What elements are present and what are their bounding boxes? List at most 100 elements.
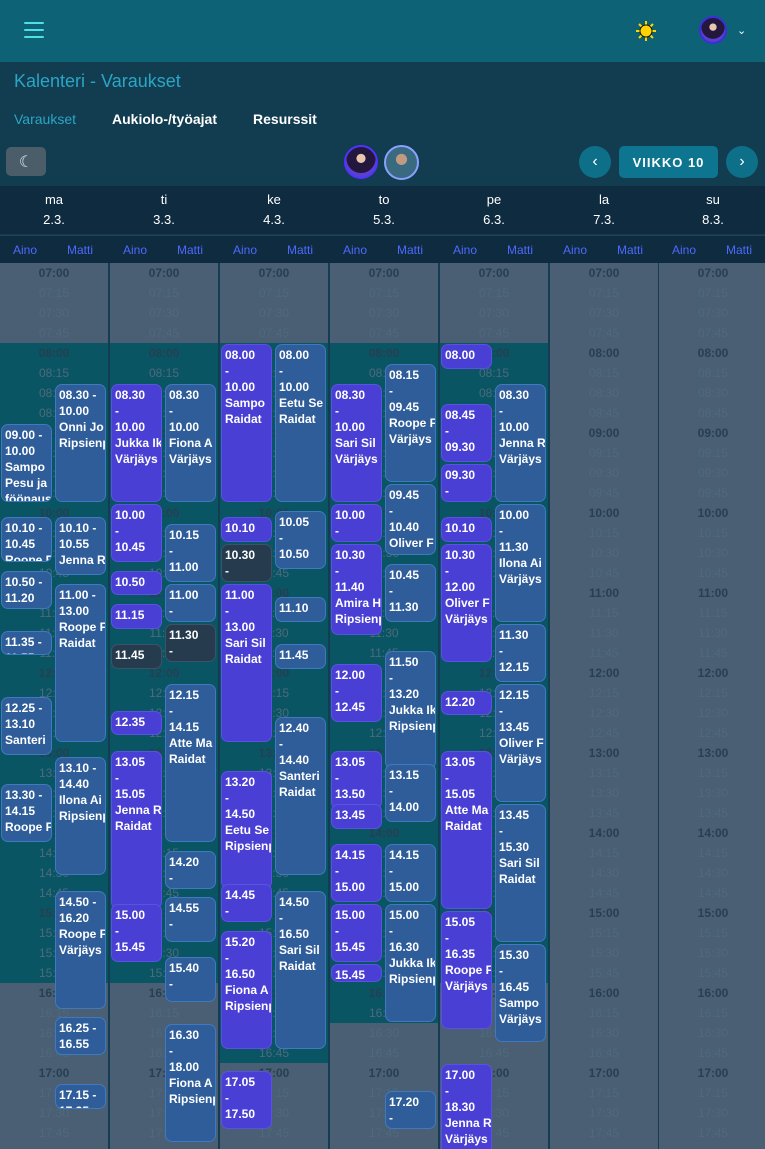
time-slot-label[interactable]: 14:15 bbox=[697, 846, 729, 860]
booking-card[interactable]: 11.00 - bbox=[165, 584, 216, 622]
booking-card[interactable]: 10.30 - bbox=[221, 544, 272, 582]
week-button[interactable]: VIIKKO 10 bbox=[619, 146, 718, 178]
time-slot-label[interactable]: 11:15 bbox=[589, 606, 619, 620]
time-slot-label[interactable]: 08:15 bbox=[478, 366, 510, 380]
time-slot-label[interactable]: 07:15 bbox=[478, 286, 510, 300]
resource-label-aino[interactable]: Aino bbox=[343, 243, 368, 257]
resource-avatar-matti[interactable] bbox=[384, 145, 419, 180]
time-slot-label[interactable]: 11:00 bbox=[588, 586, 620, 600]
booking-card[interactable]: 10.30 - 12.00 Oliver F Värjäys bbox=[441, 544, 492, 662]
time-slot-label[interactable]: 11:15 bbox=[698, 606, 728, 620]
time-slot-label[interactable]: 13:00 bbox=[588, 746, 620, 760]
booking-card[interactable]: 11.15 - bbox=[111, 604, 162, 629]
booking-card[interactable]: 11.10 - bbox=[275, 597, 326, 622]
time-slot-label[interactable]: 07:45 bbox=[478, 326, 510, 340]
time-slot-label[interactable]: 11:00 bbox=[697, 586, 729, 600]
time-slot-label[interactable]: 16:45 bbox=[258, 1046, 290, 1060]
booking-card[interactable]: 10.10 - 10.45 Roope F bbox=[1, 517, 52, 562]
time-slot-label[interactable]: 16:00 bbox=[588, 986, 620, 1000]
booking-card[interactable]: 11.00 - 13.00 Sari Sil Raidat bbox=[221, 584, 272, 742]
booking-card[interactable]: 12.25 - 13.10 Santeri bbox=[1, 697, 52, 756]
time-slot-label[interactable]: 12:00 bbox=[148, 666, 180, 680]
booking-card[interactable]: 14.55 - bbox=[165, 897, 216, 942]
resource-label-aino[interactable]: Aino bbox=[563, 243, 588, 257]
time-slot-label[interactable]: 07:45 bbox=[258, 326, 290, 340]
booking-card[interactable]: 08.00 - 10.00 Sampo Raidat bbox=[221, 344, 272, 502]
time-slot-label[interactable]: 07:30 bbox=[368, 306, 400, 320]
time-slot-label[interactable]: 15:00 bbox=[697, 906, 729, 920]
booking-card[interactable]: 08.30 - 10.00 Onni Jo Ripsienp bbox=[55, 384, 106, 502]
time-slot-label[interactable]: 13:45 bbox=[588, 806, 620, 820]
booking-card[interactable]: 08.30 - 10.00 Sari Sil Värjäys bbox=[331, 384, 382, 502]
resource-label-matti[interactable]: Matti bbox=[287, 243, 314, 257]
time-slot-label[interactable]: 07:00 bbox=[478, 266, 510, 280]
time-slot-label[interactable]: 16:15 bbox=[38, 1006, 70, 1020]
time-slot-label[interactable]: 07:00 bbox=[368, 266, 400, 280]
resource-label-aino[interactable]: Aino bbox=[672, 243, 697, 257]
booking-card[interactable]: 16.30 - 18.00 Fiona A Ripsienp bbox=[165, 1024, 216, 1142]
booking-card[interactable]: 10.50 - bbox=[111, 570, 162, 596]
time-slot-label[interactable]: 09:15 bbox=[588, 446, 620, 460]
booking-card[interactable]: 17.05 - 17.50 bbox=[221, 1070, 272, 1129]
time-slot-label[interactable]: 08:00 bbox=[148, 346, 180, 360]
booking-card[interactable]: 14.50 - 16.50 Sari Sil Raidat bbox=[275, 890, 326, 1049]
booking-card[interactable]: 17.15 - 17.35 bbox=[55, 1084, 106, 1109]
time-slot-label[interactable]: 12:45 bbox=[697, 726, 729, 740]
booking-card[interactable]: 13.20 - 14.50 Eetu Se Ripsienp bbox=[221, 770, 272, 889]
resource-label-matti[interactable]: Matti bbox=[177, 243, 204, 257]
time-slot-label[interactable]: 10:15 bbox=[697, 526, 729, 540]
time-slot-label[interactable]: 17:45 bbox=[697, 1126, 729, 1140]
time-slot-label[interactable]: 12:30 bbox=[697, 706, 729, 720]
tab-varaukset[interactable]: Varaukset bbox=[14, 111, 76, 127]
booking-card[interactable]: 10.00 - 10.45 bbox=[111, 504, 162, 562]
time-slot-label[interactable]: 07:00 bbox=[148, 266, 180, 280]
booking-card[interactable]: 12.20 - bbox=[441, 690, 492, 716]
booking-card[interactable]: 15.00 - 15.45 bbox=[331, 904, 382, 962]
resource-label-matti[interactable]: Matti bbox=[726, 243, 753, 257]
time-slot-label[interactable]: 08:30 bbox=[697, 386, 729, 400]
time-slot-label[interactable]: 07:30 bbox=[697, 306, 729, 320]
time-slot-label[interactable]: 15:30 bbox=[697, 946, 729, 960]
booking-card[interactable]: 08.30 - 10.00 Jenna R Värjäys bbox=[495, 384, 546, 502]
next-week-button[interactable]: › bbox=[726, 146, 758, 178]
time-slot-label[interactable]: 07:15 bbox=[258, 286, 290, 300]
time-slot-label[interactable]: 15:45 bbox=[588, 966, 620, 980]
time-slot-label[interactable]: 08:15 bbox=[38, 366, 70, 380]
booking-card[interactable]: 13.30 - 14.15 Roope F bbox=[1, 784, 52, 842]
time-slot-label[interactable]: 12:30 bbox=[588, 706, 620, 720]
time-slot-label[interactable]: 10:00 bbox=[588, 506, 620, 520]
time-slot-label[interactable]: 10:15 bbox=[588, 526, 620, 540]
time-slot-label[interactable]: 17:00 bbox=[38, 1066, 70, 1080]
booking-card[interactable]: 10.15 - 11.00 bbox=[165, 524, 216, 582]
booking-card[interactable]: 08.00 - bbox=[441, 344, 492, 369]
booking-card[interactable]: 10.00 - 11.30 Ilona Ai Värjäys bbox=[495, 504, 546, 622]
booking-card[interactable]: 15.45 - bbox=[331, 964, 382, 982]
time-slot-label[interactable]: 07:00 bbox=[38, 266, 70, 280]
time-slot-label[interactable]: 08:15 bbox=[588, 366, 620, 380]
time-slot-label[interactable]: 14:00 bbox=[588, 826, 620, 840]
time-slot-label[interactable]: 07:30 bbox=[38, 306, 70, 320]
time-slot-label[interactable]: 07:45 bbox=[38, 326, 70, 340]
time-slot-label[interactable]: 15:45 bbox=[697, 966, 729, 980]
time-slot-label[interactable]: 08:45 bbox=[588, 406, 620, 420]
time-slot-label[interactable]: 14:15 bbox=[588, 846, 620, 860]
time-slot-label[interactable]: 07:30 bbox=[148, 306, 180, 320]
time-slot-label[interactable]: 17:15 bbox=[588, 1086, 620, 1100]
booking-card[interactable]: 10.05 - 10.50 bbox=[275, 510, 326, 569]
time-slot-label[interactable]: 09:30 bbox=[697, 466, 729, 480]
booking-card[interactable]: 17.00 - 18.30 Jenna R Värjäys bbox=[441, 1064, 492, 1149]
time-slot-label[interactable]: 13:15 bbox=[697, 766, 729, 780]
booking-card[interactable]: 15.20 - 16.50 Fiona A Ripsienp bbox=[221, 930, 272, 1049]
booking-card[interactable]: 08.45 - 09.30 bbox=[441, 404, 492, 462]
time-slot-label[interactable]: 07:15 bbox=[148, 286, 180, 300]
time-slot-label[interactable]: 12:00 bbox=[588, 666, 620, 680]
chevron-down-icon[interactable]: ⌄ bbox=[737, 25, 747, 37]
time-slot-label[interactable]: 13:30 bbox=[588, 786, 620, 800]
booking-card[interactable]: 11.45 - bbox=[275, 644, 326, 669]
booking-card[interactable]: 15.00 - 15.45 bbox=[111, 904, 162, 962]
dark-mode-button[interactable]: ☾ bbox=[6, 147, 46, 176]
time-slot-label[interactable]: 09:00 bbox=[588, 426, 620, 440]
time-slot-label[interactable]: 09:00 bbox=[697, 426, 729, 440]
booking-card[interactable]: 16.25 - 16.55 bbox=[55, 1017, 106, 1056]
resource-label-matti[interactable]: Matti bbox=[397, 243, 424, 257]
